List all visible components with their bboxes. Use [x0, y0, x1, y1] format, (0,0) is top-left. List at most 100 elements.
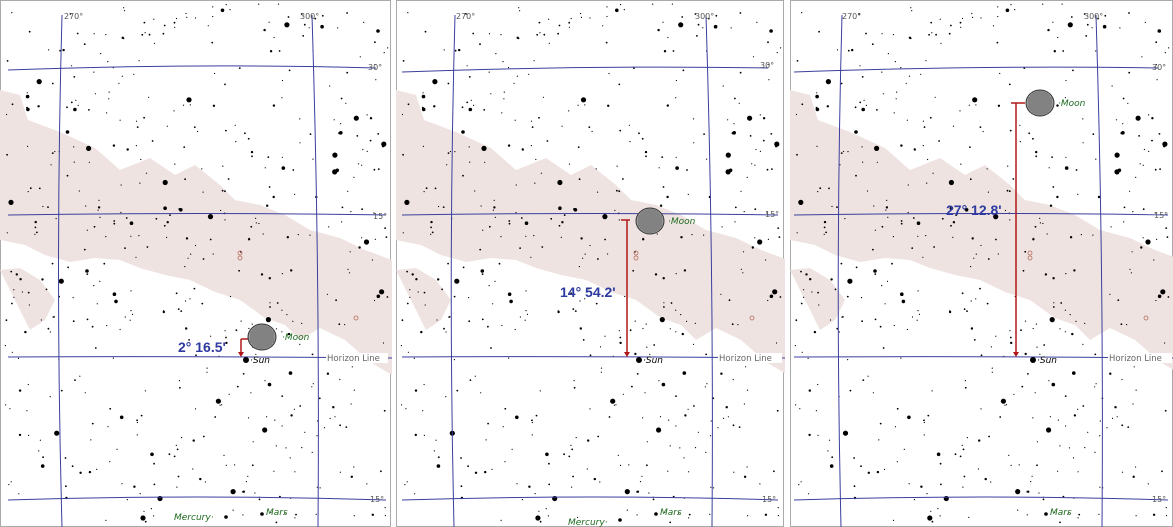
star [550, 217, 553, 220]
star [263, 28, 266, 32]
star [199, 477, 202, 481]
star [622, 393, 624, 395]
star [535, 414, 538, 417]
star [1097, 17, 1099, 20]
star [1036, 346, 1038, 348]
star [1139, 163, 1141, 165]
variable-star [353, 315, 359, 321]
star [1046, 427, 1052, 433]
star [332, 152, 338, 158]
star [927, 158, 929, 161]
star [38, 450, 40, 452]
star [350, 403, 352, 405]
star [1073, 414, 1077, 417]
star [183, 146, 186, 149]
star [38, 187, 41, 190]
star [539, 32, 541, 34]
star [219, 404, 221, 406]
star [860, 465, 862, 468]
star [887, 216, 889, 218]
star [777, 227, 780, 230]
star [447, 82, 450, 85]
star [119, 415, 124, 420]
star [36, 79, 42, 85]
star [481, 273, 484, 275]
star [1065, 425, 1067, 427]
star [474, 190, 476, 192]
star [746, 389, 749, 391]
star [684, 414, 687, 417]
star [831, 456, 834, 459]
star [893, 112, 895, 114]
star [686, 169, 688, 171]
star [514, 328, 516, 331]
star [358, 246, 361, 249]
star [86, 273, 89, 275]
star [1109, 293, 1111, 295]
star [535, 515, 541, 521]
star [1059, 521, 1061, 524]
star [887, 53, 889, 55]
star [1064, 331, 1066, 333]
sun-label: ·Sun [250, 356, 270, 366]
star [509, 299, 513, 304]
star [40, 319, 42, 321]
star [1123, 206, 1126, 209]
star [225, 4, 227, 6]
star [847, 49, 850, 52]
star [422, 410, 424, 412]
star [931, 390, 933, 392]
milky-way-region [0, 268, 55, 330]
star [762, 117, 766, 120]
star [896, 461, 898, 463]
star [866, 190, 869, 192]
star [663, 306, 665, 308]
star [143, 510, 145, 512]
star [696, 35, 698, 37]
dec-label-30: 30° [1152, 63, 1166, 72]
star [669, 445, 671, 447]
star [383, 409, 386, 412]
star [530, 256, 532, 258]
star [855, 174, 857, 177]
star [386, 296, 389, 298]
star [807, 493, 810, 495]
star [589, 354, 592, 357]
star [1153, 259, 1155, 261]
star [743, 211, 745, 213]
star [884, 303, 886, 305]
star [212, 6, 214, 8]
star [649, 353, 651, 355]
star [1165, 227, 1168, 230]
star [681, 332, 684, 336]
star [1164, 342, 1166, 344]
star [176, 448, 179, 451]
star [238, 269, 241, 272]
star [692, 118, 695, 120]
star [443, 327, 445, 330]
star [481, 318, 484, 321]
star-field [794, 3, 1170, 524]
star [988, 435, 990, 438]
star [987, 191, 989, 193]
star [474, 375, 476, 377]
star [27, 291, 30, 294]
star [194, 408, 197, 410]
star [713, 24, 718, 29]
star [658, 167, 660, 169]
star [273, 36, 275, 39]
star [292, 320, 294, 322]
star [926, 182, 928, 184]
dec-line-30 [793, 66, 1159, 73]
star [1135, 515, 1137, 517]
star [776, 52, 778, 54]
star [1114, 406, 1117, 409]
star [1165, 515, 1168, 517]
star [293, 408, 295, 410]
star [84, 392, 86, 394]
star [579, 300, 581, 302]
star [139, 493, 141, 495]
star [205, 346, 207, 348]
star [493, 206, 496, 209]
mars-label: Mars [266, 508, 288, 518]
